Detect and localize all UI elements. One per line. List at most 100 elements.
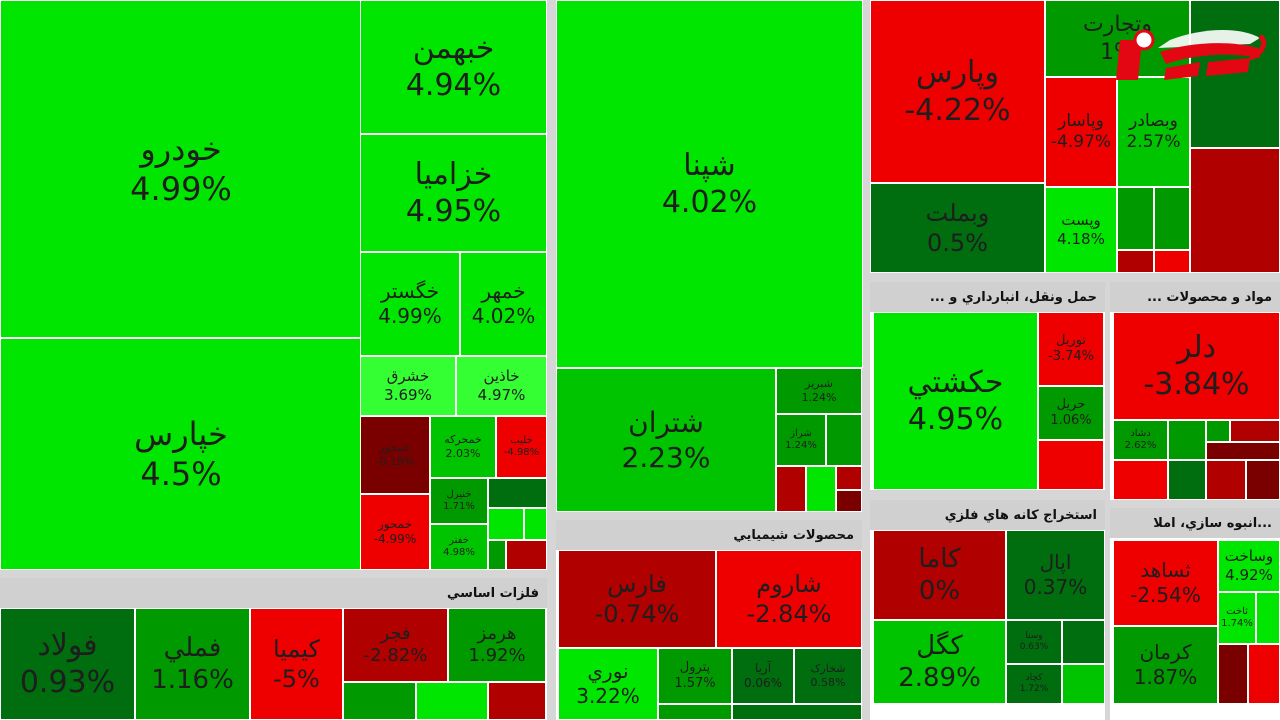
- treemap-tile-small[interactable]: [506, 540, 547, 570]
- treemap-tile-small[interactable]: [1038, 440, 1104, 490]
- sector-header: محصولات شيميايي: [556, 520, 862, 550]
- treemap-tile-small[interactable]: [1113, 460, 1168, 500]
- treemap-tile-small[interactable]: [488, 508, 524, 540]
- treemap-tile[interactable]: حریل 1.06%: [1038, 386, 1104, 440]
- treemap-tile-small[interactable]: [836, 466, 862, 490]
- treemap-tile-small[interactable]: [1168, 420, 1206, 460]
- treemap-tile[interactable]: شاروم -2.84%: [716, 550, 862, 648]
- treemap-tile[interactable]: فجر -2.82%: [343, 608, 448, 682]
- treemap-tile[interactable]: آریا 0.06%: [732, 648, 794, 704]
- tile-change-percent: 0.5%: [927, 229, 988, 257]
- treemap-tile[interactable]: توریل -3.74%: [1038, 312, 1104, 386]
- treemap-tile[interactable]: وبملت 0.5%: [870, 183, 1045, 273]
- tile-symbol: كگل: [916, 630, 963, 661]
- treemap-tile-small[interactable]: [1206, 460, 1246, 500]
- treemap-tile[interactable]: نوري 3.22%: [558, 648, 658, 720]
- treemap-tile[interactable]: وتجارت 1%: [1045, 0, 1190, 77]
- treemap-tile-small[interactable]: [1117, 250, 1154, 273]
- treemap-tile-small[interactable]: [1190, 0, 1280, 148]
- treemap-tile[interactable]: وپارس -4.22%: [870, 0, 1045, 183]
- treemap-tile[interactable]: شبریز 1.24%: [776, 368, 862, 414]
- treemap-tile-small[interactable]: [826, 414, 862, 466]
- treemap-tile[interactable]: خمحور -0.19%: [360, 416, 430, 494]
- treemap-tile[interactable]: خنیرل 1.71%: [430, 478, 488, 524]
- treemap-tile[interactable]: خمحور -4.99%: [360, 494, 430, 570]
- treemap-tile-small[interactable]: [488, 682, 546, 720]
- tile-symbol: کچاد: [1025, 672, 1043, 683]
- treemap-tile[interactable]: وپاسار -4.97%: [1045, 77, 1117, 187]
- treemap-tile[interactable]: خلیب -4.98%: [496, 416, 547, 478]
- treemap-tile[interactable]: كگل 2.89%: [873, 620, 1006, 704]
- treemap-tile[interactable]: وبصادر 2.57%: [1117, 77, 1190, 187]
- treemap-tile-small[interactable]: [836, 490, 862, 512]
- treemap-tile[interactable]: هرمز 1.92%: [448, 608, 546, 682]
- treemap-tile[interactable]: كرمان 1.87%: [1113, 626, 1218, 704]
- treemap-tile[interactable]: فولاد 0.93%: [0, 608, 135, 720]
- tile-change-percent: 2.23%: [621, 441, 711, 474]
- treemap-tile-small[interactable]: [1248, 644, 1280, 704]
- treemap-tile[interactable]: وپست 4.18%: [1045, 187, 1117, 273]
- treemap-tile-small[interactable]: [343, 682, 416, 720]
- panel-separator: [1110, 500, 1280, 508]
- tile-symbol: وپارس: [915, 55, 1000, 90]
- treemap-tile-small[interactable]: [1206, 420, 1230, 442]
- treemap-tile[interactable]: خگستر 4.99%: [360, 252, 460, 356]
- treemap-tile[interactable]: شپنا 4.02%: [556, 0, 863, 368]
- treemap-tile-small[interactable]: [1206, 442, 1280, 460]
- tile-symbol: ثساهد: [1140, 558, 1191, 582]
- treemap-tile[interactable]: دلر -3.84%: [1113, 312, 1280, 420]
- treemap-tile-small[interactable]: [1168, 460, 1206, 500]
- treemap-tile[interactable]: وساخت 4.92%: [1218, 540, 1280, 592]
- tile-change-percent: 4.02%: [471, 304, 536, 328]
- treemap-tile[interactable]: خمحرکه 2.03%: [430, 416, 496, 478]
- treemap-tile[interactable]: خاذین 4.97%: [456, 356, 547, 416]
- treemap-tile-small[interactable]: [1062, 620, 1105, 664]
- tile-change-percent: -3.74%: [1048, 349, 1094, 364]
- treemap-tile-small[interactable]: [806, 466, 836, 512]
- treemap-tile[interactable]: ثساهد -2.54%: [1113, 540, 1218, 626]
- treemap-tile[interactable]: خودرو 4.99%: [0, 0, 362, 338]
- treemap-tile[interactable]: خفنر 4.98%: [430, 524, 488, 570]
- treemap-tile[interactable]: فملي 1.16%: [135, 608, 250, 720]
- treemap-tile[interactable]: خبهمن 4.94%: [360, 0, 547, 134]
- tile-change-percent: -5%: [273, 665, 320, 693]
- treemap-tile-small[interactable]: [416, 682, 488, 720]
- treemap-tile[interactable]: ثاخت 1.74%: [1218, 592, 1256, 644]
- treemap-tile[interactable]: شخارک 0.58%: [794, 648, 862, 704]
- treemap-tile-small[interactable]: [776, 466, 806, 512]
- treemap-tile[interactable]: شتران 2.23%: [556, 368, 776, 512]
- treemap-tile[interactable]: خپارس 4.5%: [0, 338, 362, 570]
- treemap-tile-small[interactable]: [1246, 460, 1280, 500]
- treemap-tile[interactable]: كيميا -5%: [250, 608, 343, 720]
- treemap-tile-small[interactable]: [1230, 420, 1280, 442]
- treemap-tile[interactable]: خمهر 4.02%: [460, 252, 547, 356]
- treemap-tile-small[interactable]: [732, 704, 862, 720]
- treemap-tile-small[interactable]: [1190, 148, 1280, 273]
- treemap-tile-small[interactable]: [1117, 187, 1154, 250]
- treemap-tile-small[interactable]: [1256, 592, 1280, 644]
- tile-change-percent: -4.98%: [503, 447, 540, 458]
- treemap-tile[interactable]: خزامیا 4.95%: [360, 134, 547, 252]
- treemap-tile[interactable]: حكشتي 4.95%: [873, 312, 1038, 490]
- treemap-tile-small[interactable]: [488, 478, 547, 508]
- treemap-tile[interactable]: اپال 0.37%: [1006, 530, 1105, 620]
- treemap-tile-small[interactable]: [658, 704, 732, 720]
- treemap-tile-small[interactable]: [1062, 664, 1105, 704]
- tile-symbol: خفنر: [449, 534, 469, 546]
- treemap-tile[interactable]: پترول 1.57%: [658, 648, 732, 704]
- panel-separator: [556, 512, 862, 520]
- sector-header: فلزات اساسي: [0, 578, 547, 608]
- treemap-tile[interactable]: كاما 0%: [873, 530, 1006, 620]
- treemap-tile[interactable]: کچاد 1.72%: [1006, 664, 1062, 704]
- treemap-tile[interactable]: خشرق 3.69%: [360, 356, 456, 416]
- treemap-tile-small[interactable]: [1154, 250, 1190, 273]
- treemap-tile-small[interactable]: [524, 508, 547, 540]
- treemap-tile[interactable]: وسنا 0.63%: [1006, 620, 1062, 664]
- treemap-tile[interactable]: شراز 1.24%: [776, 414, 826, 466]
- tile-change-percent: 2.89%: [898, 663, 981, 693]
- treemap-tile-small[interactable]: [1218, 644, 1248, 704]
- treemap-tile[interactable]: فارس -0.74%: [558, 550, 716, 648]
- treemap-tile-small[interactable]: [488, 540, 506, 570]
- treemap-tile[interactable]: دشاد 2.62%: [1113, 420, 1168, 460]
- treemap-tile-small[interactable]: [1154, 187, 1190, 250]
